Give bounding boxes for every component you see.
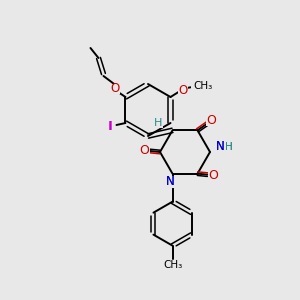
Text: H: H: [225, 142, 233, 152]
Text: CH₃: CH₃: [193, 81, 212, 91]
FancyBboxPatch shape: [190, 81, 214, 91]
FancyBboxPatch shape: [208, 170, 220, 182]
Text: N: N: [166, 175, 175, 188]
FancyBboxPatch shape: [214, 141, 234, 153]
Text: N: N: [216, 140, 224, 154]
Text: O: O: [139, 143, 149, 157]
Text: H: H: [154, 118, 162, 128]
FancyBboxPatch shape: [106, 120, 116, 132]
Text: O: O: [208, 169, 218, 182]
Text: O: O: [111, 82, 120, 95]
Text: N: N: [166, 175, 175, 188]
Text: H: H: [225, 142, 233, 152]
Text: CH₃: CH₃: [163, 260, 182, 270]
FancyBboxPatch shape: [213, 141, 235, 153]
FancyBboxPatch shape: [110, 84, 121, 94]
Text: N: N: [216, 140, 224, 154]
FancyBboxPatch shape: [206, 114, 218, 126]
FancyBboxPatch shape: [164, 176, 177, 188]
Text: O: O: [207, 114, 216, 127]
FancyBboxPatch shape: [164, 260, 181, 270]
FancyBboxPatch shape: [164, 176, 176, 188]
Text: I: I: [108, 119, 113, 133]
Text: O: O: [178, 83, 187, 97]
FancyBboxPatch shape: [138, 144, 150, 156]
FancyBboxPatch shape: [178, 85, 188, 95]
FancyBboxPatch shape: [154, 119, 163, 128]
